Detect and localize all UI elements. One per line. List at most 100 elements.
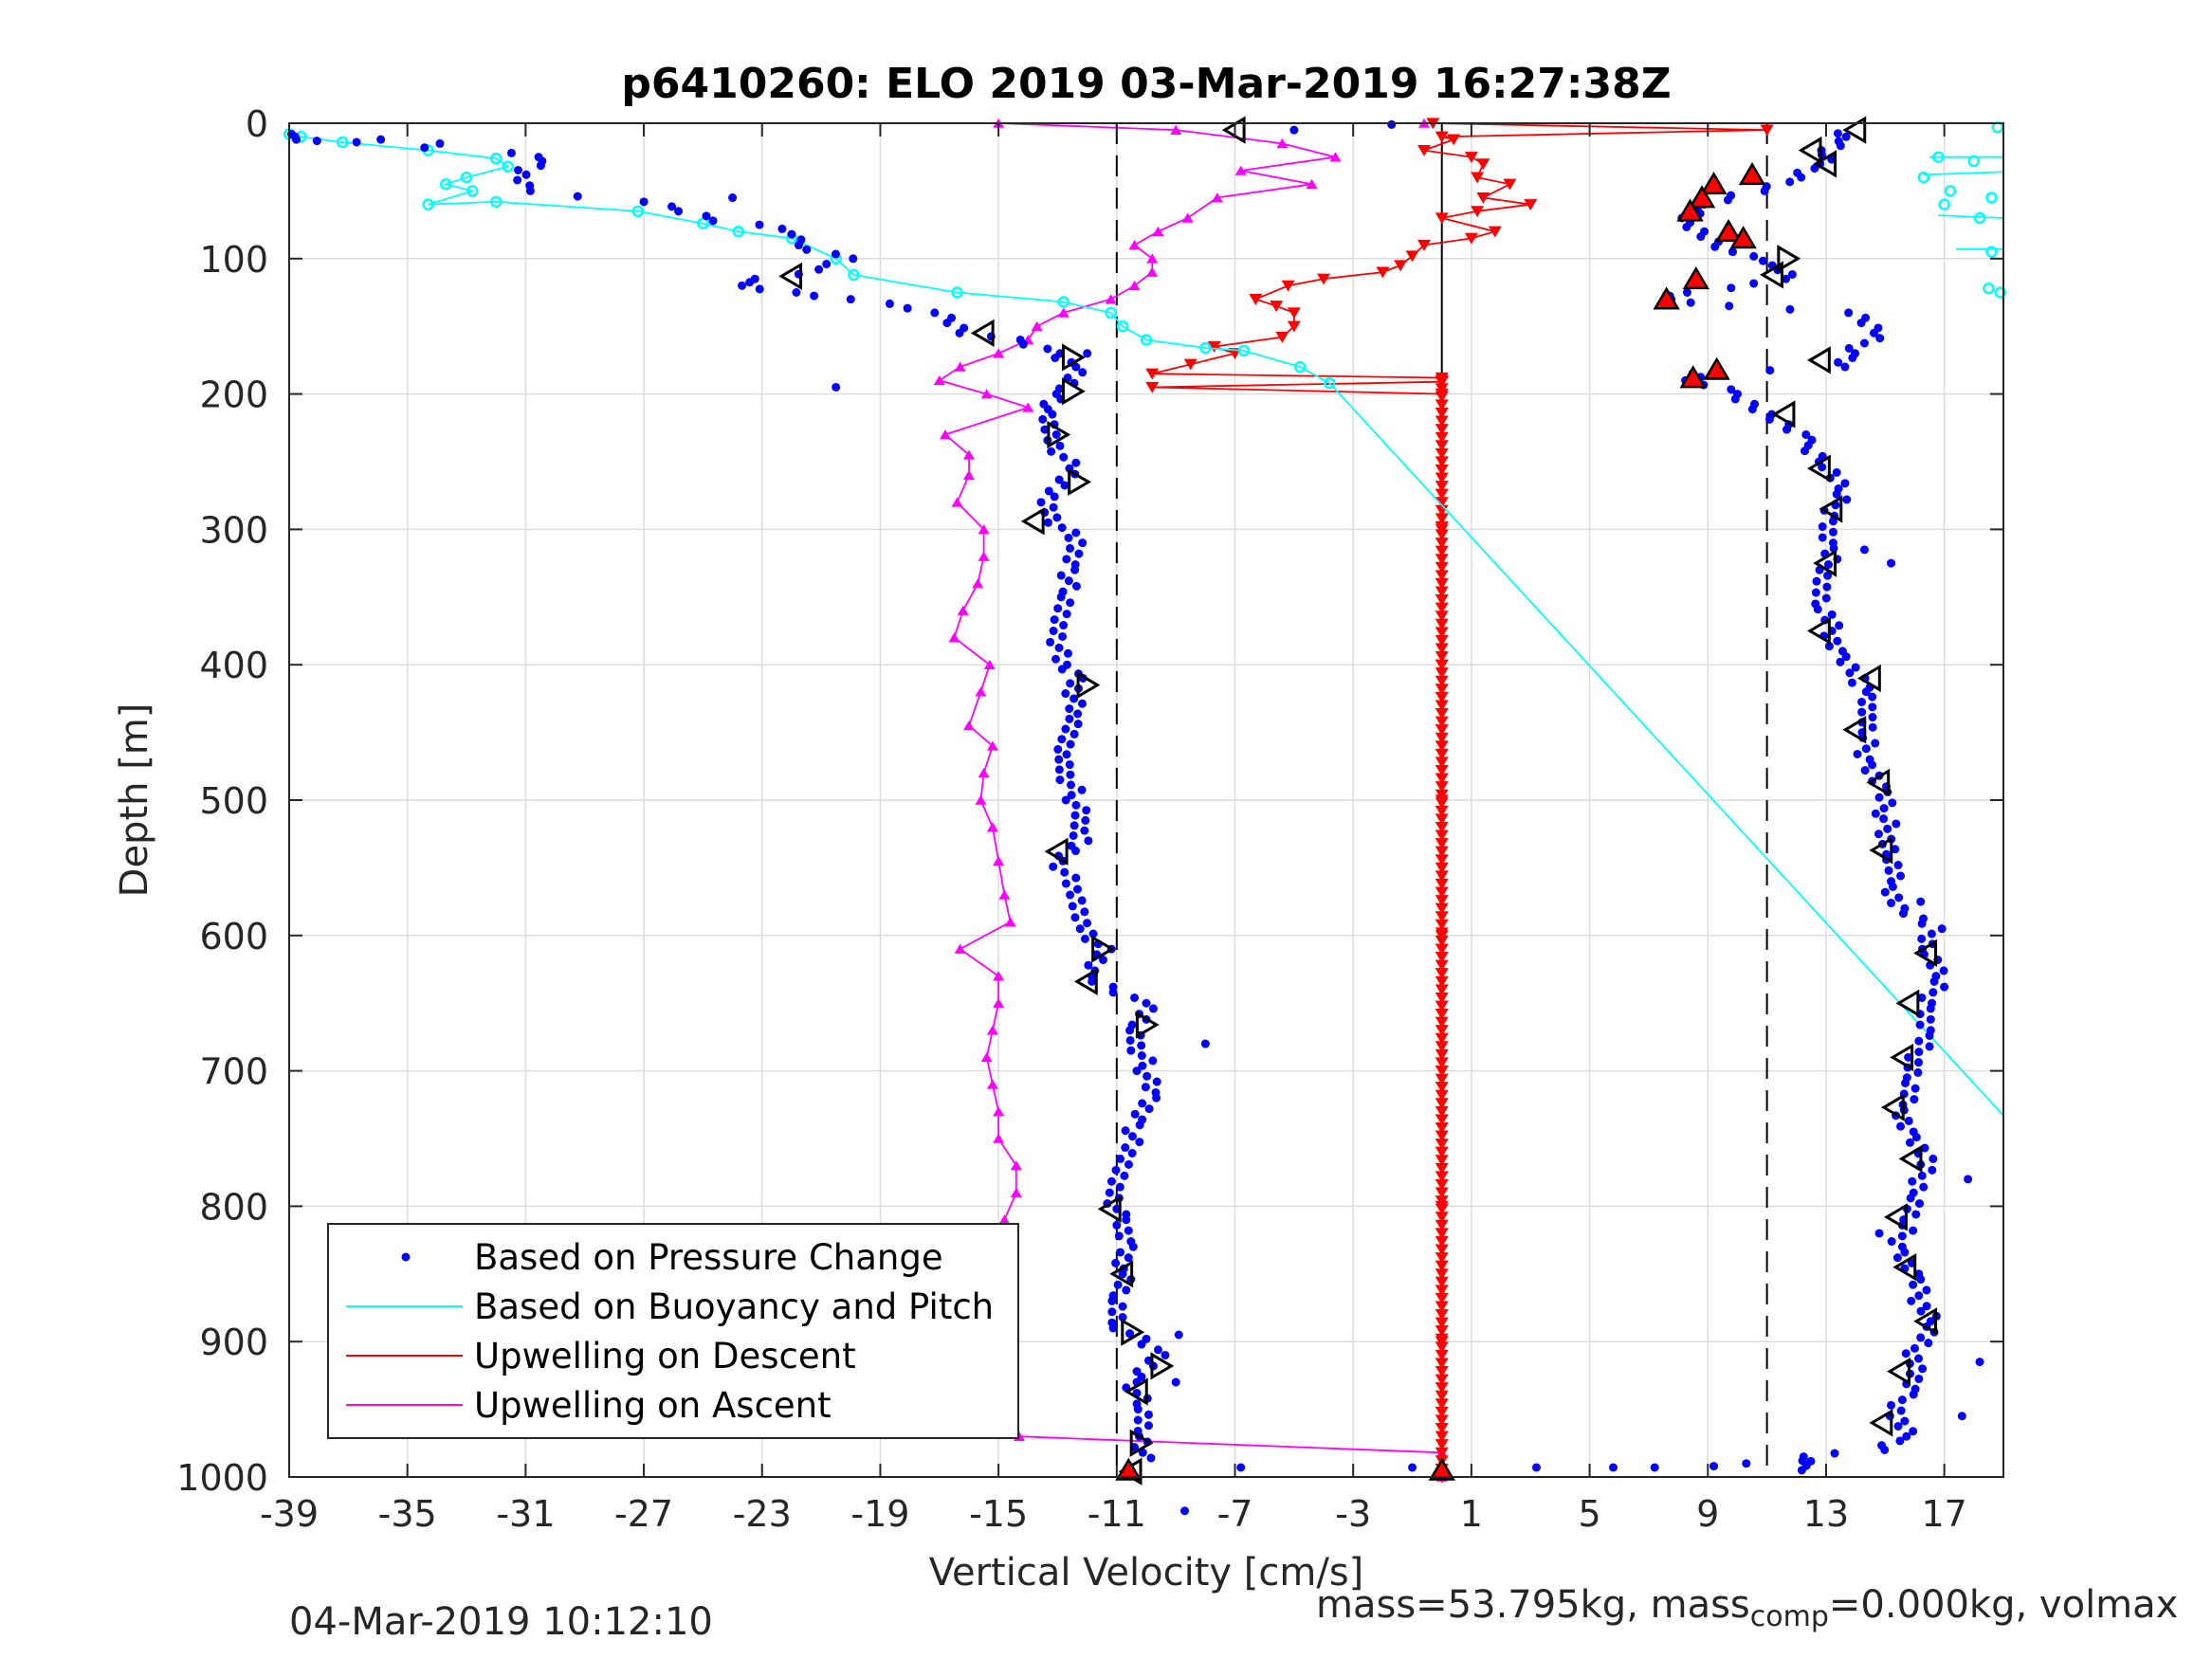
- pressure-change-dot: [1801, 429, 1811, 439]
- open-triangle-marker: [1913, 1307, 1938, 1336]
- pressure-change-dot: [942, 319, 952, 328]
- pressure-change-dot: [1821, 593, 1831, 603]
- descent-upwelling-marker: [1435, 1285, 1449, 1297]
- pressure-change-dot: [1069, 821, 1079, 830]
- pressure-change-dot: [1887, 877, 1896, 886]
- ascent-upwelling-marker: [1010, 1187, 1022, 1197]
- pressure-change-dot: [955, 328, 964, 337]
- pressure-change-dot: [1408, 1463, 1417, 1472]
- pressure-change-dot: [777, 224, 787, 233]
- pressure-change-dot: [1893, 861, 1903, 870]
- pressure-change-dot: [1063, 648, 1072, 658]
- buoyancy-pitch-marker: [1324, 376, 1336, 390]
- legend: Based on Pressure Change Based on Buoyanc…: [327, 1223, 1019, 1439]
- descent-upwelling-marker: [1435, 789, 1449, 801]
- pressure-change-dot: [728, 193, 738, 203]
- descent-upwelling-marker: [1435, 1121, 1449, 1134]
- pressure-change-dot: [1060, 867, 1069, 877]
- pressure-change-dot: [1911, 1210, 1921, 1219]
- open-triangle-marker: [1150, 1352, 1175, 1380]
- pressure-change-dot: [1036, 498, 1046, 507]
- ascent-upwelling-marker: [993, 1106, 1005, 1117]
- pressure-change-dot: [1931, 972, 1941, 981]
- ascent-upwelling-marker: [1004, 917, 1016, 927]
- descent-upwelling-marker: [1435, 911, 1449, 923]
- pressure-change-dot: [1070, 913, 1080, 922]
- pressure-change-dot: [1080, 907, 1089, 917]
- ascent-upwelling-marker: [972, 578, 984, 589]
- pressure-change-dot: [1053, 744, 1063, 754]
- legend-swatch-pressure: [401, 1252, 411, 1262]
- descent-upwelling-marker: [1435, 805, 1449, 817]
- pressure-change-dot: [1851, 349, 1860, 358]
- x-tick-label: 13: [1803, 1493, 1849, 1535]
- descent-upwelling-marker: [1435, 447, 1449, 460]
- descent-upwelling-marker: [1435, 870, 1449, 883]
- pressure-change-dot: [1048, 410, 1057, 419]
- pressure-change-dot: [506, 148, 516, 157]
- pressure-change-dot: [1909, 1127, 1918, 1137]
- pressure-change-dot: [1106, 1176, 1116, 1186]
- ascent-upwelling-marker: [980, 389, 993, 399]
- descent-upwelling-marker: [1435, 1195, 1449, 1207]
- descent-upwelling-marker: [1435, 1016, 1449, 1029]
- open-triangle-marker: [1842, 116, 1867, 144]
- y-tick-label: 100: [199, 239, 268, 281]
- descent-upwelling-marker: [1435, 708, 1449, 720]
- pressure-change-dot: [1787, 269, 1797, 279]
- descent-upwelling-marker: [1275, 332, 1289, 343]
- buoyancy-pitch-marker: [1944, 185, 1957, 197]
- pressure-change-dot: [1065, 760, 1074, 770]
- pressure-change-dot: [1916, 897, 1926, 906]
- pressure-change-dot: [708, 216, 718, 226]
- pressure-change-dot: [1917, 993, 1927, 1002]
- descent-upwelling-marker: [1435, 1212, 1449, 1224]
- open-triangle-marker: [1880, 1093, 1905, 1121]
- pressure-change-dot: [1887, 1400, 1896, 1410]
- ascent-upwelling-marker: [986, 1025, 998, 1035]
- descent-upwelling-marker: [1435, 1048, 1449, 1061]
- descent-upwelling-marker: [1435, 781, 1449, 793]
- pressure-change-dot: [1868, 692, 1877, 702]
- pressure-change-dot: [1827, 610, 1837, 619]
- descent-upwelling-marker: [1435, 1114, 1449, 1126]
- red-triangle-marker: [1676, 198, 1704, 222]
- descent-upwelling-marker: [1435, 1301, 1449, 1313]
- descent-upwelling-marker: [1435, 1349, 1449, 1361]
- y-tick-label: 600: [199, 916, 268, 957]
- pressure-change-dot: [1750, 399, 1760, 409]
- pressure-change-dot: [1108, 1323, 1118, 1333]
- pressure-change-dot: [1782, 274, 1791, 283]
- pressure-change-dot: [1894, 893, 1904, 902]
- red-triangle-marker: [1729, 226, 1757, 249]
- buoyancy-pitch-marker: [1116, 319, 1129, 333]
- pressure-change-dot: [521, 170, 531, 179]
- y-tick-label: 200: [199, 374, 268, 416]
- pressure-change-dot: [1904, 1116, 1913, 1125]
- ascent-upwelling-marker: [1010, 1160, 1022, 1171]
- descent-upwelling-marker: [1435, 1325, 1449, 1338]
- pressure-change-dot: [1111, 1258, 1121, 1267]
- pressure-change-dot: [1070, 565, 1080, 574]
- descent-upwelling-marker: [1435, 374, 1449, 387]
- pressure-change-dot: [1834, 484, 1843, 494]
- descent-upwelling-marker: [1435, 968, 1449, 980]
- pressure-change-dot: [1071, 581, 1081, 591]
- buoyancy-pitch-marker: [1237, 344, 1251, 357]
- descent-upwelling-marker: [1435, 212, 1449, 225]
- pressure-change-dot: [1682, 288, 1691, 297]
- red-triangle-marker: [1688, 185, 1716, 209]
- buoyancy-pitch-marker: [1994, 286, 2007, 299]
- ascent-upwelling-marker: [1128, 280, 1141, 291]
- pressure-change-dot: [1062, 610, 1071, 619]
- pressure-change-dot: [1871, 809, 1880, 818]
- pressure-change-dot: [1236, 1463, 1246, 1472]
- buoyancy-pitch-marker: [422, 198, 434, 210]
- descent-upwelling-marker: [1435, 1358, 1449, 1370]
- pressure-change-dot: [1122, 1215, 1131, 1225]
- pressure-change-dot: [1920, 1143, 1929, 1153]
- pressure-change-dot: [810, 291, 819, 301]
- data-series: [283, 118, 2007, 1516]
- descent-upwelling-marker: [1435, 732, 1449, 744]
- pressure-change-dot: [1143, 1410, 1153, 1419]
